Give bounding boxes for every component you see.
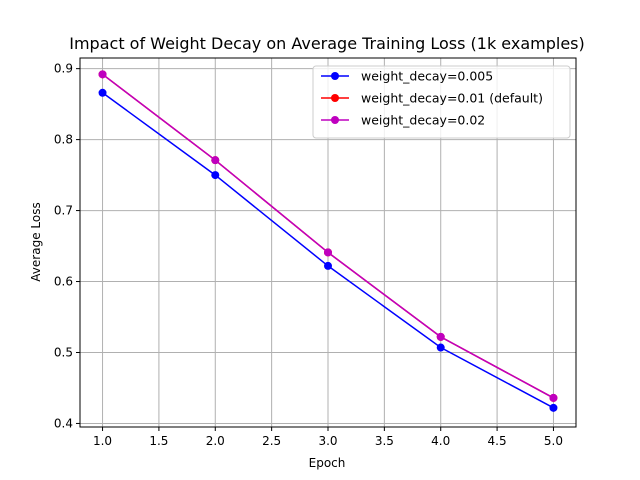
x-tick-label: 2.0 — [206, 434, 225, 448]
x-tick-label: 3.5 — [375, 434, 394, 448]
x-tick-label: 3.0 — [318, 434, 337, 448]
chart-title: Impact of Weight Decay on Average Traini… — [69, 34, 585, 53]
series-layer — [98, 70, 558, 412]
legend-swatch-marker — [331, 94, 339, 102]
data-point — [549, 393, 558, 402]
legend: weight_decay=0.005 weight_decay=0.01 (def… — [312, 65, 571, 139]
data-point — [324, 261, 332, 270]
series-0 — [98, 88, 558, 412]
data-point — [211, 171, 220, 180]
data-point — [324, 248, 332, 257]
data-point — [98, 70, 107, 79]
y-tick-label: 0.9 — [54, 62, 73, 76]
y-axis-label: Average Loss — [29, 202, 43, 281]
legend-swatch-marker — [331, 116, 339, 124]
y-tick-label: 0.8 — [54, 133, 73, 147]
ticks: 1.0 1.5 2.0 2.5 3.0 3.5 4.0 4.5 5.0 0.4 0.5 0.6 0.7 0… — [54, 62, 563, 448]
data-point — [211, 156, 220, 165]
legend-swatch-marker — [331, 72, 339, 80]
x-tick-label: 4.5 — [488, 434, 507, 448]
legend-label: weight_decay=0.02 — [361, 113, 485, 128]
data-point — [98, 88, 107, 97]
x-tick-label: 1.5 — [149, 434, 168, 448]
data-point — [436, 332, 445, 341]
y-tick-label: 0.6 — [54, 275, 73, 289]
x-axis-label: Epoch — [309, 456, 346, 470]
series-2 — [98, 70, 558, 402]
legend-label: weight_decay=0.005 — [361, 69, 493, 84]
y-tick-label: 0.4 — [54, 416, 73, 430]
data-point — [549, 403, 558, 412]
x-tick-label: 5.0 — [544, 434, 563, 448]
y-tick-label: 0.7 — [54, 204, 73, 218]
y-tick-label: 0.5 — [54, 345, 73, 359]
legend-label: weight_decay=0.01 (default) — [361, 91, 543, 106]
legend-box — [312, 65, 571, 139]
x-tick-label: 1.0 — [93, 434, 112, 448]
x-tick-label: 2.5 — [262, 434, 281, 448]
data-point — [436, 343, 445, 352]
x-tick-label: 4.0 — [431, 434, 450, 448]
